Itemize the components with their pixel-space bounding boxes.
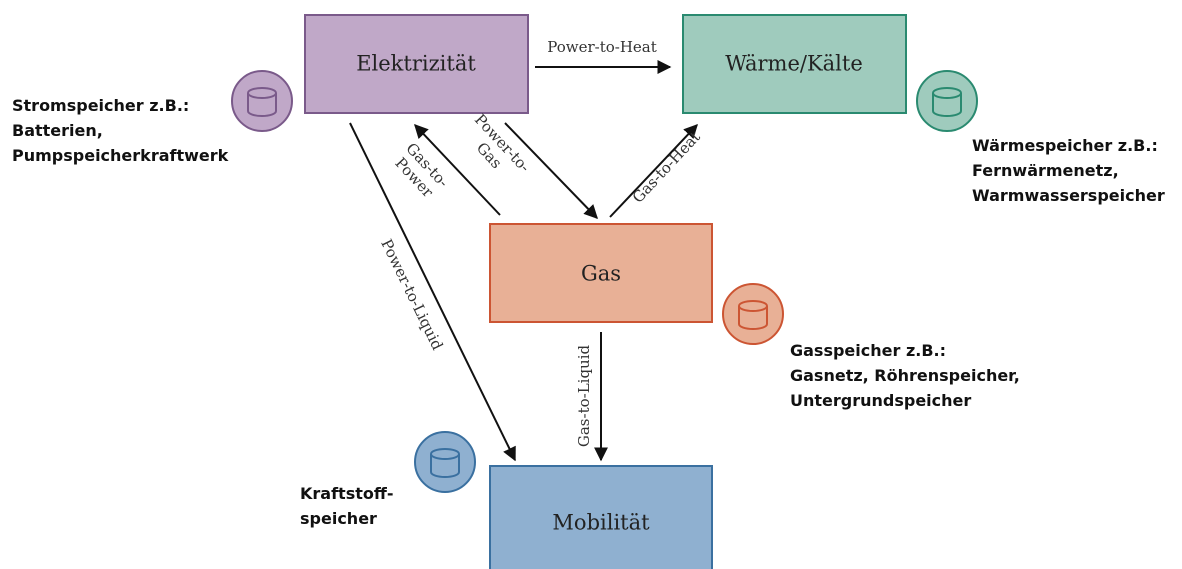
storage-note: Stromspeicher z.B.:: [12, 96, 189, 115]
edge-label: Gas-to-Heat: [629, 128, 704, 207]
node-label: Wärme/Kälte: [725, 52, 863, 76]
storage-icon: [414, 431, 476, 493]
storage-note: Fernwärmenetz,: [972, 161, 1119, 180]
arrow: [609, 123, 698, 218]
node-label: Elektrizität: [356, 52, 476, 76]
edge-label: Power-to-Heat: [547, 38, 657, 56]
arrow: [349, 122, 516, 462]
node-box: [489, 223, 713, 323]
arrow: [414, 123, 501, 216]
storage-icon: [231, 70, 293, 132]
storage-note: Batterien,: [12, 121, 103, 140]
edge-label: Power-to-Liquid: [377, 236, 446, 353]
storage-note: Gasspeicher z.B.:: [790, 341, 946, 360]
storage-note: Gasnetz, Röhrenspeicher,: [790, 366, 1020, 385]
storage-icon: [722, 283, 784, 345]
storage-note: Untergrundspeicher: [790, 391, 971, 410]
storage-note: Pumpspeicherkraftwerk: [12, 146, 229, 165]
node-box: [489, 465, 713, 569]
storage-note: Wärmespeicher z.B.:: [972, 136, 1158, 155]
storage-note: Kraftstoff-: [300, 484, 393, 503]
arrow: [504, 122, 598, 220]
edge-label: Gas-to-Liquid: [575, 344, 593, 447]
storage-note: speicher: [300, 509, 377, 528]
storage-note: Warmwasserspeicher: [972, 186, 1165, 205]
node-label: Mobilität: [552, 511, 650, 535]
node-box: [304, 14, 529, 114]
node-label: Gas: [581, 262, 621, 286]
storage-icon: [916, 70, 978, 132]
node-box: [682, 14, 907, 114]
